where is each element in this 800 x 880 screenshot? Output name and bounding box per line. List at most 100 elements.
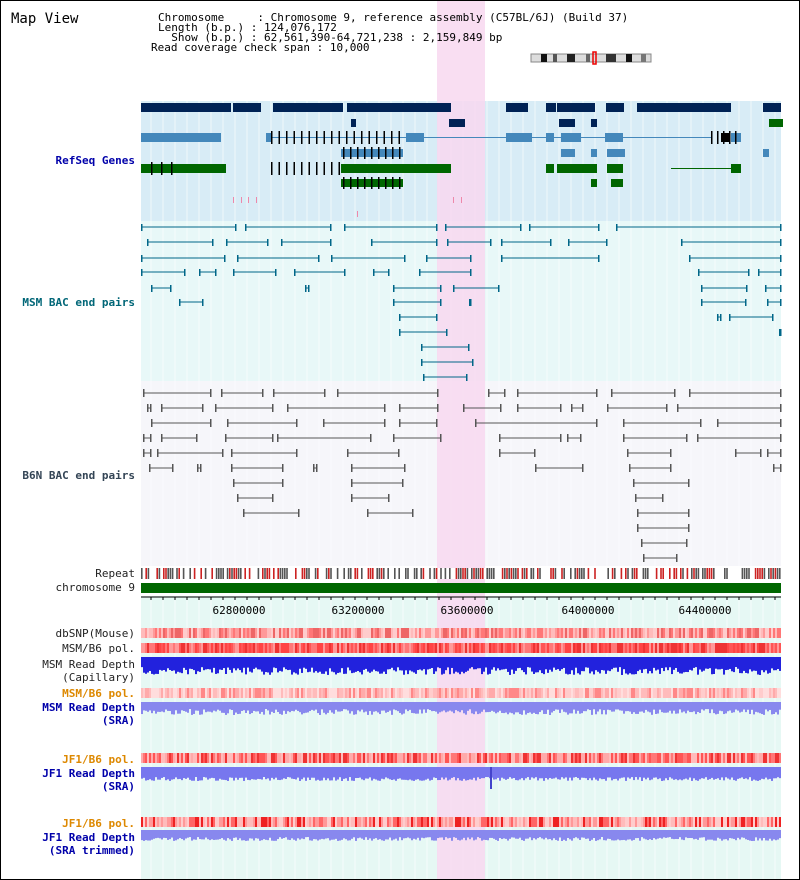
read-depth-bar [231, 702, 233, 711]
repeat-element [233, 568, 235, 579]
read-depth-bar [479, 767, 481, 779]
read-depth-bar [661, 657, 663, 669]
heatmap-cell [387, 643, 389, 653]
read-depth-bar [567, 767, 569, 781]
track-label-jf1-pol-1[interactable]: JF1/B6 pol. [62, 753, 135, 766]
track-label-msm-bac[interactable]: MSM BAC end pairs [22, 296, 135, 309]
heatmap-cell [685, 753, 687, 763]
heatmap-cell [519, 688, 521, 698]
bac-end [720, 314, 722, 321]
read-depth-bar [351, 657, 353, 674]
read-depth-bar [627, 830, 629, 840]
track-label-repeat[interactable]: Repeat [95, 567, 135, 580]
track-label-refseq[interactable]: RefSeq Genes [55, 154, 135, 167]
heatmap-cell [395, 628, 397, 638]
heatmap-cell [695, 643, 697, 653]
heatmap-cell [205, 753, 207, 763]
heatmap-cell [349, 753, 351, 763]
track-label-msm-depth-sra[interactable]: MSM Read Depth [42, 701, 135, 714]
heatmap-cell [741, 628, 743, 638]
heatmap-cell [759, 688, 761, 698]
read-depth-bar [741, 830, 743, 838]
read-depth-bar [597, 702, 599, 712]
heatmap-cell [645, 643, 647, 653]
read-depth-bar [699, 657, 701, 670]
heatmap-cell [503, 688, 505, 698]
read-depth-bar [665, 767, 667, 779]
heatmap-cell [365, 753, 367, 763]
heatmap-cell [515, 688, 517, 698]
read-depth-bar [497, 830, 499, 841]
read-depth-bar [633, 702, 635, 713]
heatmap-cell [553, 643, 555, 653]
heatmap-cell [523, 643, 525, 653]
bac-end [607, 404, 609, 412]
heatmap-cell [273, 643, 275, 653]
track-label-msm-pol-1[interactable]: MSM/B6 pol. [62, 642, 135, 655]
track-label-jf1-depth-trim[interactable]: JF1 Read Depth [42, 831, 135, 844]
heatmap-cell [245, 753, 247, 763]
heatmap-cell [631, 628, 633, 638]
track-label-msm-depth-cap[interactable]: MSM Read Depth [42, 658, 135, 671]
read-depth-bar [295, 830, 297, 841]
repeat-element [761, 568, 763, 579]
exon-tick [717, 131, 719, 144]
heatmap-cell [371, 643, 373, 653]
heatmap-cell [413, 753, 415, 763]
track-label-msm-pol-2[interactable]: MSM/B6 pol. [62, 687, 135, 700]
read-depth-bar [643, 702, 645, 713]
heatmap-cell [297, 753, 299, 763]
read-depth-bar [299, 657, 301, 669]
gene-exon [266, 133, 271, 142]
exon-tick [278, 162, 280, 175]
heatmap-cell [141, 643, 143, 653]
heatmap-cell [425, 628, 427, 638]
heatmap-cell [489, 753, 491, 763]
heatmap-cell [629, 753, 631, 763]
heatmap-cell [641, 817, 643, 827]
track-label-jf1-pol-2[interactable]: JF1/B6 pol. [62, 817, 135, 830]
read-depth-bar [367, 702, 369, 715]
read-depth-bar [657, 767, 659, 780]
read-depth-bar [353, 767, 355, 781]
repeat-element [675, 568, 678, 579]
read-depth-bar [271, 767, 273, 778]
heatmap-cell [489, 643, 491, 653]
heatmap-cell [503, 753, 505, 763]
read-depth-bar [727, 657, 729, 670]
heatmap-cell [235, 817, 237, 827]
gene-exon [721, 133, 730, 142]
heatmap-cell [363, 643, 365, 653]
heatmap-cell [207, 688, 209, 698]
track-label-dbsnp[interactable]: dbSNP(Mouse) [55, 627, 135, 640]
heatmap-cell [253, 817, 255, 827]
heatmap-cell [353, 643, 355, 653]
heatmap-cell [411, 688, 413, 698]
track-label-chromosome[interactable]: chromosome 9 [55, 581, 135, 594]
heatmap-cell [195, 628, 197, 638]
heatmap-cell [307, 817, 309, 827]
read-depth-bar [463, 702, 465, 714]
read-depth-bar [309, 657, 311, 672]
read-depth-bar [607, 767, 609, 778]
read-depth-bar [309, 767, 311, 780]
read-depth-bar [329, 767, 331, 781]
read-depth-bar [143, 702, 145, 711]
heatmap-cell [271, 817, 273, 827]
heatmap-cell [589, 643, 591, 653]
read-depth-bar [357, 830, 359, 839]
read-depth-bar [485, 657, 487, 668]
heatmap-cell [669, 688, 671, 698]
heatmap-cell [163, 688, 165, 698]
track-label-jf1-depth-sra[interactable]: JF1 Read Depth [42, 767, 135, 780]
read-depth-bar [545, 657, 547, 670]
read-depth-bar [633, 767, 635, 781]
track-label-b6n-bac[interactable]: B6N BAC end pairs [22, 469, 135, 482]
heatmap-cell [471, 643, 473, 653]
read-depth-bar [721, 767, 723, 778]
heatmap-cell [603, 643, 605, 653]
read-depth-bar [571, 702, 573, 714]
read-depth-bar [679, 702, 681, 710]
heatmap-cell [581, 628, 583, 638]
